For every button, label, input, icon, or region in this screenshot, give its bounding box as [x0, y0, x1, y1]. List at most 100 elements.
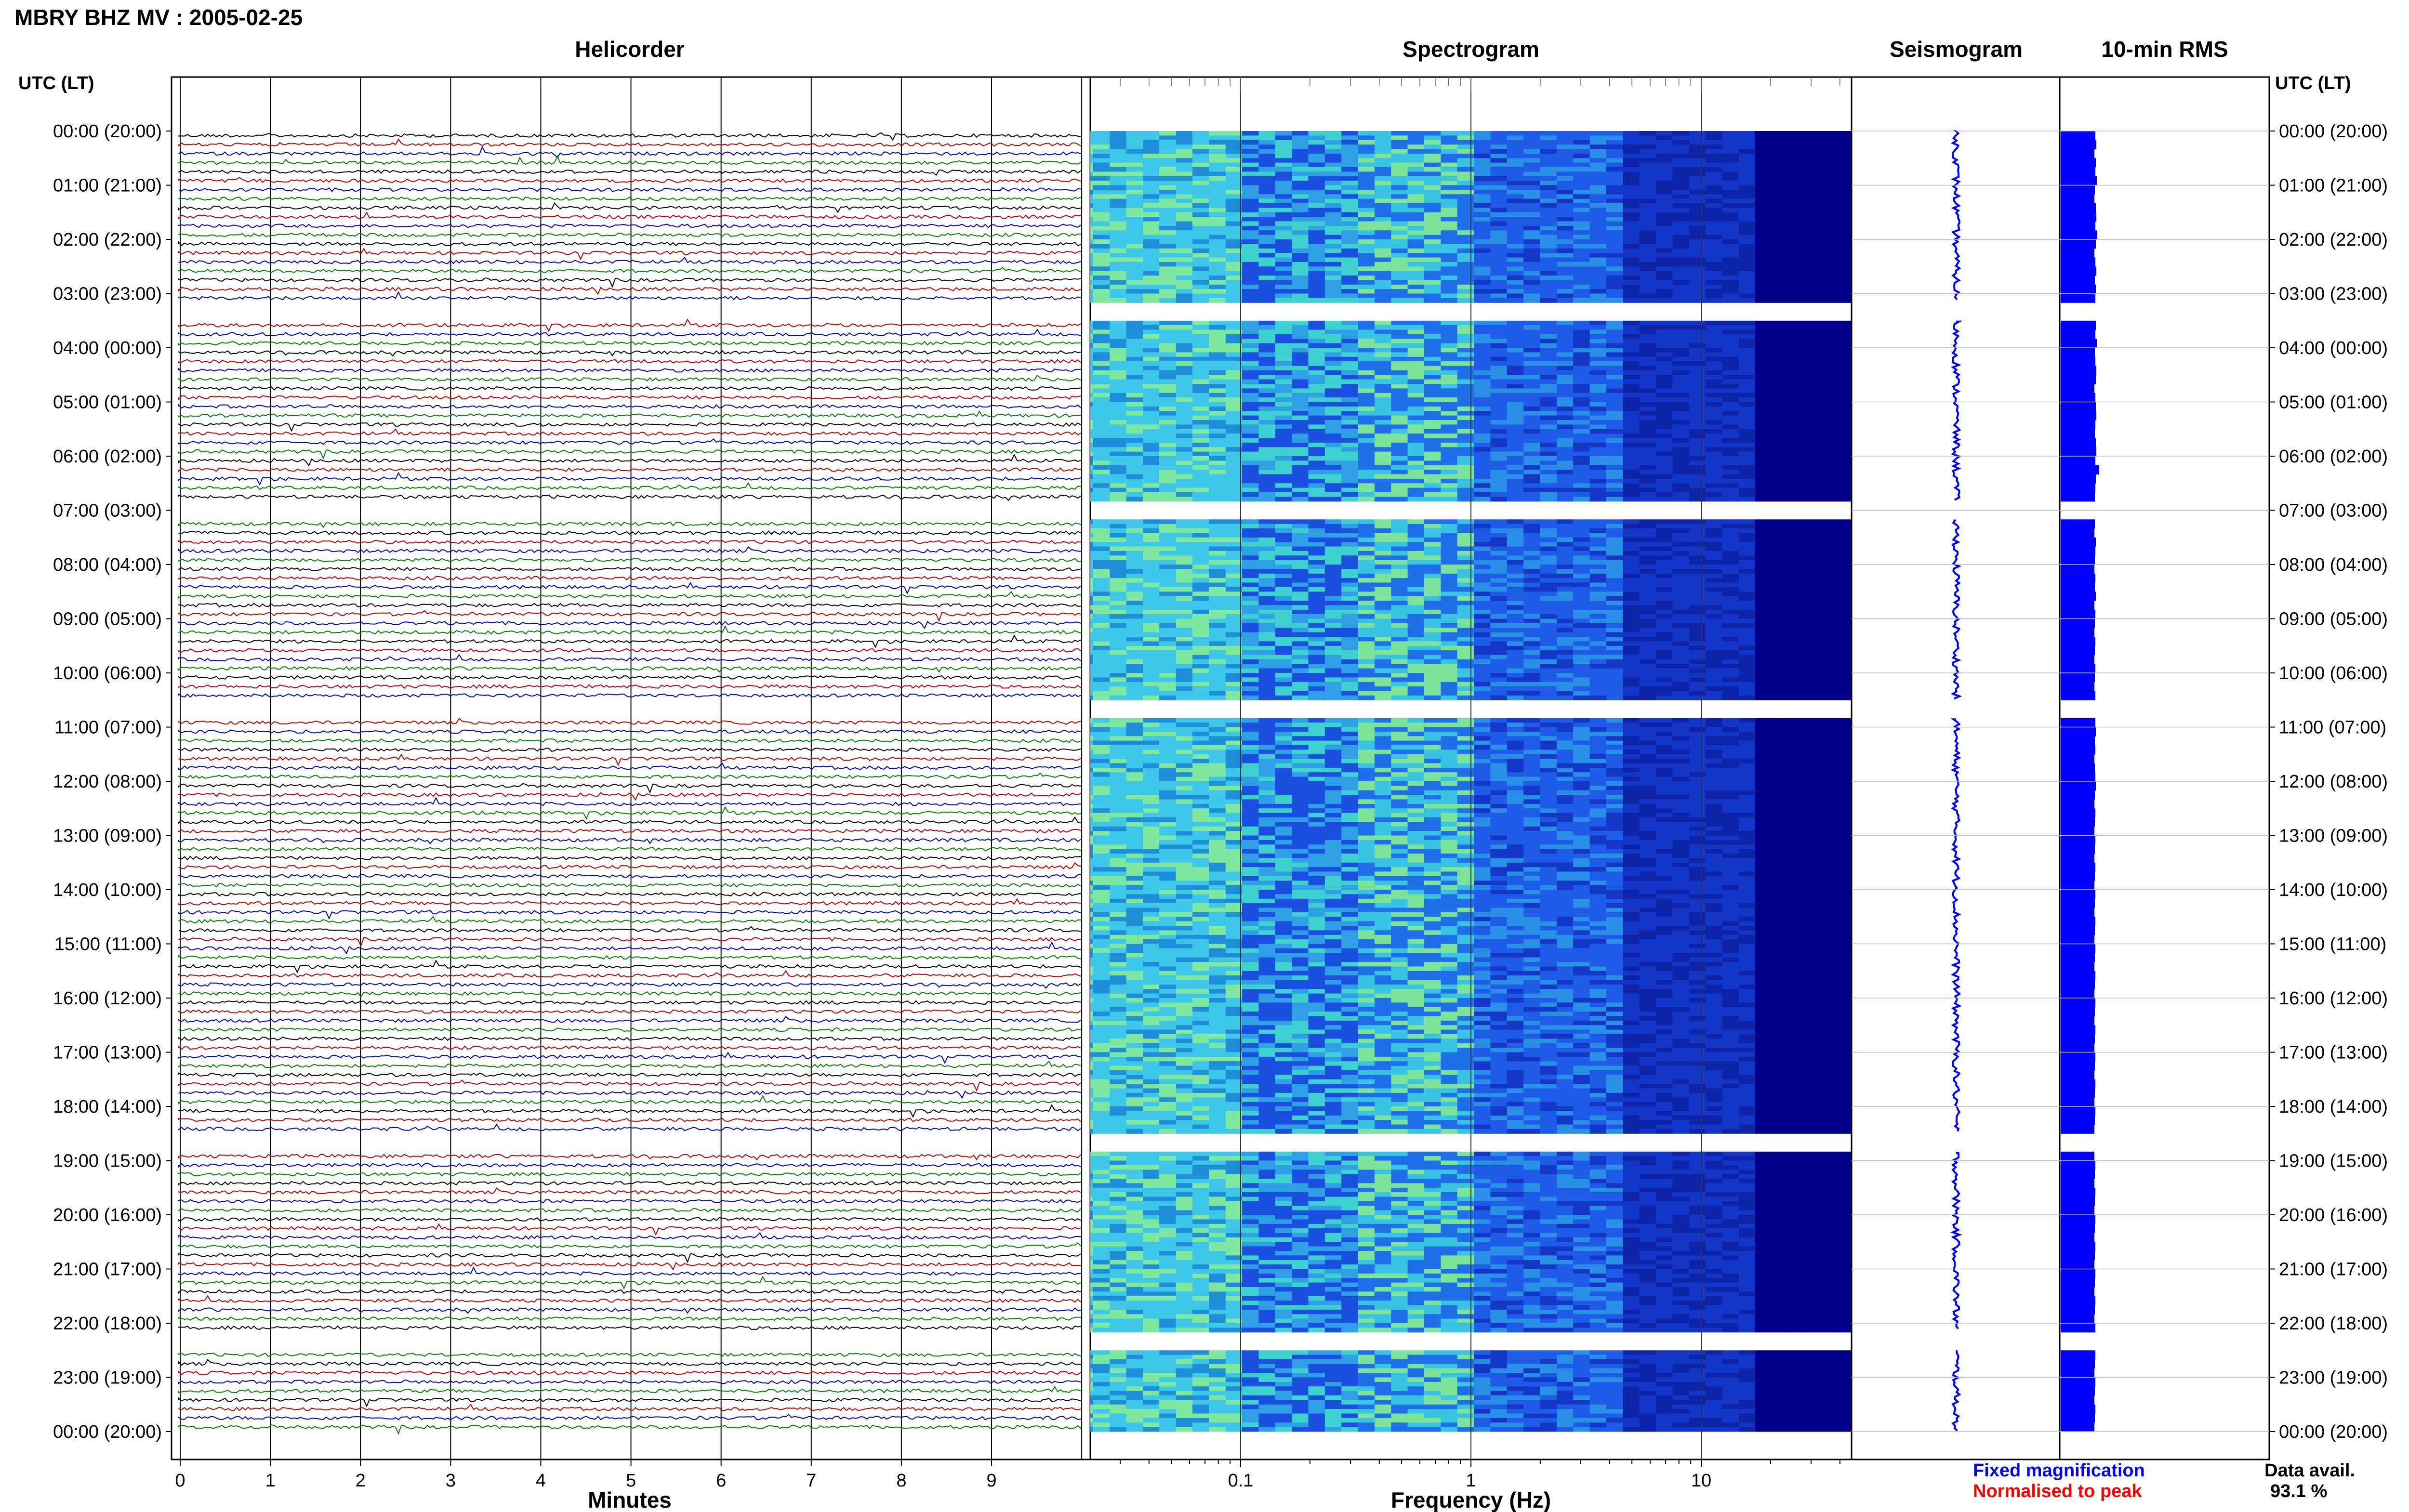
- spectrogram-cell: [1821, 339, 1839, 344]
- spectrogram-cell: [1308, 397, 1325, 402]
- spectrogram-cell: [1573, 492, 1590, 497]
- spectrogram-cell: [1159, 542, 1177, 547]
- spectrogram-cell: [1755, 235, 1773, 240]
- spectrogram-cell: [1788, 451, 1805, 457]
- spectrogram-title: Spectrogram: [1403, 37, 1539, 62]
- spectrogram-cell: [1374, 470, 1391, 474]
- spectrogram-cell: [1358, 555, 1375, 561]
- spectrogram-cell: [1258, 592, 1276, 597]
- spectrogram-cell: [1242, 280, 1259, 285]
- spectrogram-cell: [1457, 470, 1474, 474]
- spectrogram-cell: [1556, 551, 1574, 556]
- spectrogram-cell: [1805, 582, 1822, 588]
- spectrogram-cell: [1192, 162, 1209, 168]
- spectrogram-cell: [1341, 276, 1359, 280]
- spectrogram-cell: [1258, 478, 1276, 484]
- spectrogram-cell: [1142, 280, 1160, 285]
- spectrogram-cell: [1722, 573, 1739, 579]
- spectrogram-cell: [1490, 429, 1508, 434]
- spectrogram-cell: [1292, 587, 1309, 592]
- spectrogram-cell: [1374, 601, 1391, 605]
- spectrogram-cell: [1275, 298, 1292, 303]
- spectrogram-cell: [1192, 573, 1209, 579]
- spectrogram-cell: [1341, 145, 1359, 149]
- spectrogram-cell: [1672, 470, 1690, 474]
- spectrogram-cell: [1507, 578, 1524, 583]
- spectrogram-cell: [1358, 239, 1375, 244]
- spectrogram-cell: [1110, 393, 1127, 398]
- spectrogram-cell: [1258, 181, 1276, 185]
- spectrogram-cell: [1755, 208, 1773, 213]
- helicorder-trace: [178, 684, 1081, 689]
- spectrogram-cell: [1755, 356, 1773, 362]
- spectrogram-cell: [1441, 356, 1458, 362]
- spectrogram-cell: [1142, 248, 1160, 253]
- spectrogram-cell: [1490, 406, 1508, 411]
- spectrogram-cell: [1623, 582, 1640, 588]
- spectrogram-cell: [1242, 235, 1259, 240]
- spectrogram-cell: [1292, 167, 1309, 172]
- spectrogram-cell: [1292, 334, 1309, 339]
- spectrogram-cell: [1209, 487, 1226, 493]
- spectrogram-cell: [1755, 415, 1773, 421]
- spectrogram-cell: [1093, 573, 1110, 579]
- spectrogram-cell: [1672, 370, 1690, 375]
- spectrogram-cell: [1090, 565, 1094, 569]
- spectrogram-cell: [1341, 587, 1359, 592]
- spectrogram-cell: [1176, 460, 1193, 466]
- spectrogram-cell: [1324, 546, 1342, 552]
- spectrogram-cell: [1324, 366, 1342, 371]
- spectrogram-cell: [1242, 276, 1259, 280]
- spectrogram-cell: [1341, 361, 1359, 366]
- spectrogram-cell: [1374, 167, 1391, 172]
- spectrogram-cell: [1788, 158, 1805, 163]
- spectrogram-cell: [1821, 131, 1839, 136]
- spectrogram-cell: [1689, 582, 1706, 588]
- spectrogram-cell: [1358, 356, 1375, 362]
- spectrogram-cell: [1573, 393, 1590, 398]
- spectrogram-cell: [1441, 212, 1458, 217]
- spectrogram-cell: [1589, 424, 1607, 430]
- helicorder-trace: [178, 576, 1081, 580]
- spectrogram-cell: [1821, 429, 1839, 434]
- spectrogram-cell: [1623, 609, 1640, 615]
- spectrogram-cell: [1706, 185, 1722, 190]
- spectrogram-cell: [1110, 235, 1127, 240]
- spectrogram-cell: [1424, 203, 1441, 208]
- spectrogram-cell: [1093, 546, 1110, 552]
- spectrogram-cell: [1358, 329, 1375, 335]
- spectrogram-cell: [1275, 266, 1292, 272]
- spectrogram-cell: [1738, 235, 1756, 240]
- spectrogram-cell: [1110, 582, 1127, 588]
- spectrogram-cell: [1772, 221, 1789, 226]
- spectrogram-cell: [1838, 176, 1852, 181]
- spectrogram-cell: [1258, 248, 1276, 253]
- spectrogram-cell: [1589, 465, 1607, 470]
- spectrogram-cell: [1090, 524, 1094, 529]
- spectrogram-cell: [1540, 546, 1557, 552]
- spectrogram-cell: [1689, 230, 1706, 236]
- spectrogram-cell: [1258, 582, 1276, 588]
- spectrogram-cell: [1142, 339, 1160, 344]
- spectrogram-cell: [1126, 460, 1143, 466]
- spectrogram-cell: [1540, 434, 1557, 438]
- spectrogram-cell: [1838, 185, 1852, 190]
- helicorder-trace: [178, 610, 1081, 622]
- spectrogram-cell: [1606, 578, 1623, 583]
- spectrogram-cell: [1788, 131, 1805, 136]
- spectrogram-cell: [1805, 555, 1822, 561]
- spectrogram-cell: [1523, 185, 1540, 190]
- spectrogram-cell: [1672, 542, 1690, 547]
- spectrogram-cell: [1474, 189, 1491, 195]
- spectrogram-cell: [1159, 271, 1177, 276]
- spectrogram-cell: [1838, 298, 1852, 303]
- spectrogram-cell: [1623, 384, 1640, 389]
- spectrogram-cell: [1126, 492, 1143, 497]
- spectrogram-cell: [1738, 135, 1756, 141]
- spectrogram-cell: [1556, 149, 1574, 154]
- spectrogram-cell: [1457, 356, 1474, 362]
- spectrogram-cell: [1142, 271, 1160, 276]
- spectrogram-cell: [1093, 497, 1110, 502]
- spectrogram-cell: [1176, 411, 1193, 416]
- spectrogram-cell: [1788, 339, 1805, 344]
